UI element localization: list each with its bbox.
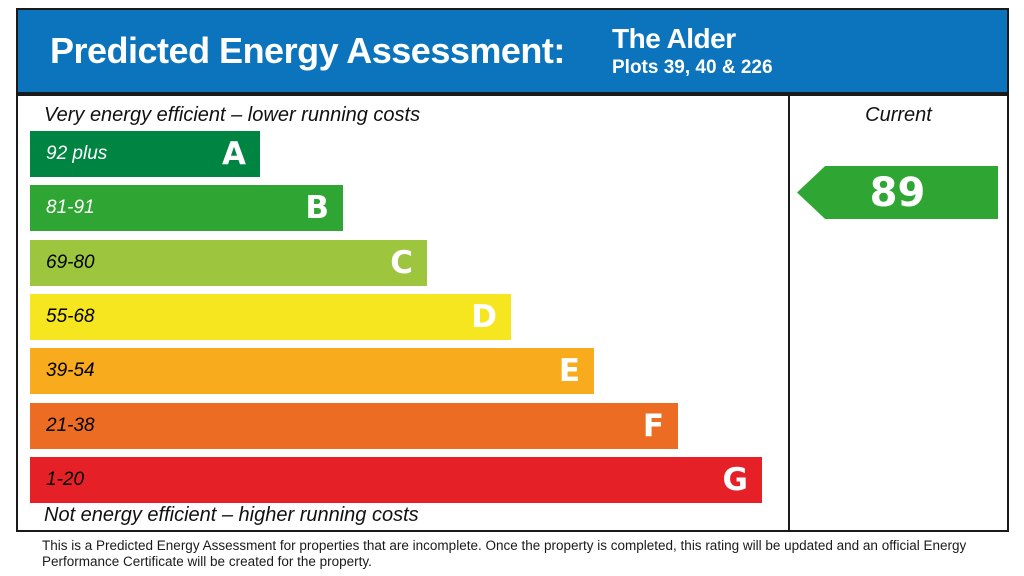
band-letter-C: C [390, 244, 413, 281]
band-bar-C: 69-80 C [30, 239, 427, 286]
page-title: Predicted Energy Assessment: [50, 30, 565, 71]
current-rating-arrow: 89 [797, 166, 998, 219]
current-rating-value: 89 [869, 169, 926, 216]
band-range-label-D: 55-68 [46, 305, 95, 327]
band-letter-B: B [305, 190, 329, 227]
band-range-label-G: 1-20 [46, 468, 85, 490]
footer-disclaimer: This is a Predicted Energy Assessment fo… [42, 538, 967, 570]
energy-rating-chart: Very energy efficient – lower running co… [16, 94, 1009, 532]
band-letter-F: F [642, 407, 664, 444]
band-bar-G: 1-20 G [30, 456, 762, 503]
current-column-header: Current [865, 104, 932, 126]
band-bar-F: 21-38 F [30, 402, 678, 449]
band-letter-E: E [558, 353, 580, 390]
property-info: The Alder Plots 39, 40 & 226 [612, 23, 773, 79]
band-range-label-F: 21-38 [46, 414, 95, 436]
property-name: The Alder [612, 23, 736, 54]
band-bar-B: 81-91 B [30, 185, 343, 232]
band-range-label-B: 81-91 [46, 197, 95, 219]
current-column-divider [788, 96, 790, 530]
band-bar-A: 92 plus A [30, 131, 260, 177]
property-plots: Plots 39, 40 & 226 [612, 56, 773, 78]
header-banner: Predicted Energy Assessment: The Alder P… [16, 8, 1009, 94]
band-bar-E: 39-54 E [30, 348, 594, 395]
bottom-efficiency-label: Not energy efficient – higher running co… [44, 504, 419, 526]
band-range-label-A: 92 plus [46, 143, 108, 164]
band-range-label-C: 69-80 [46, 251, 95, 273]
top-efficiency-label: Very energy efficient – lower running co… [44, 104, 421, 126]
band-letter-A: A [222, 136, 246, 172]
band-letter-D: D [471, 298, 497, 335]
band-range-label-E: 39-54 [46, 360, 95, 382]
band-letter-G: G [722, 461, 748, 498]
band-bar-D: 55-68 D [30, 293, 511, 340]
